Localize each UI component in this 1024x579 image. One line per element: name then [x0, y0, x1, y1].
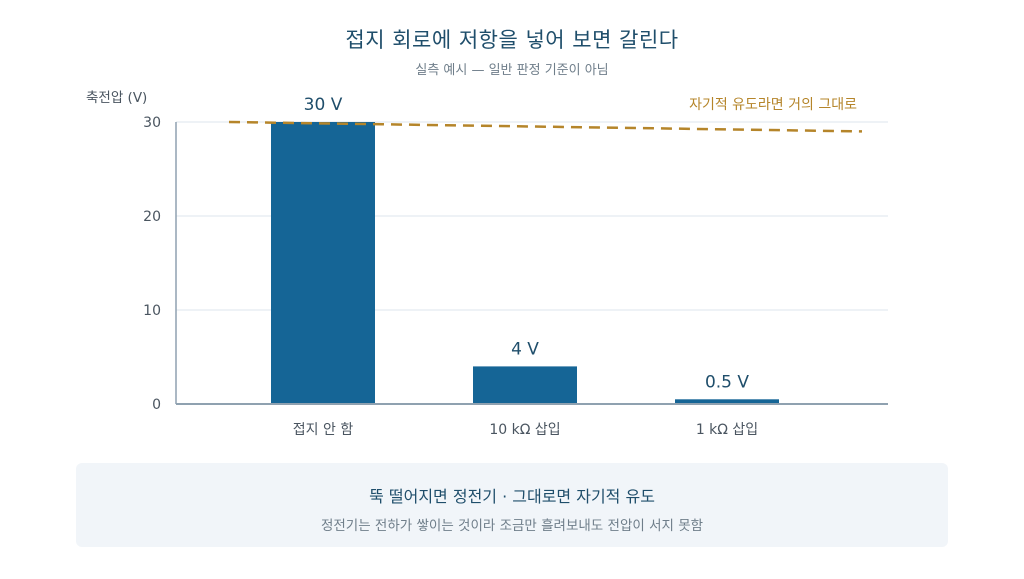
chart-subtitle: 실측 예시 — 일반 판정 기준이 아님	[415, 63, 609, 78]
reference-line-label: 자기적 유도라면 거의 그대로	[689, 97, 857, 113]
y-tick-label: 0	[152, 397, 161, 413]
bar	[271, 122, 375, 404]
callout-body: 정전기는 전하가 쌓이는 것이라 조금만 흘려보내도 전압이 서지 못함	[320, 518, 704, 534]
callout-title: 뚝 떨어지면 정전기 · 그대로면 자기적 유도	[369, 487, 655, 506]
chart-title: 접지 회로에 저항을 넣어 보면 갈린다	[345, 28, 679, 52]
bar-value-label: 30 V	[304, 95, 343, 115]
conclusion-callout: 뚝 떨어지면 정전기 · 그대로면 자기적 유도 정전기는 전하가 쌓이는 것이…	[76, 463, 948, 547]
axes	[175, 122, 888, 405]
x-tick-label: 10 kΩ 삽입	[489, 422, 560, 438]
reference-line	[228, 120, 863, 133]
bar-value-label: 0.5 V	[705, 372, 749, 392]
y-axis-label: 축전압 (V)	[86, 90, 147, 106]
bar	[675, 399, 779, 404]
bars	[271, 122, 779, 404]
labels: 0 10 20 30 축전압 (V) 30 V 접지 안 함 4 V 10 kΩ 삽입 0.5 V…	[86, 90, 758, 438]
bar-value-label: 4 V	[511, 339, 539, 359]
x-tick-label: 1 kΩ 삽입	[696, 422, 758, 438]
reference-line-group: 자기적 유도라면 거의 그대로	[228, 97, 863, 133]
bar	[473, 366, 577, 404]
y-tick-label: 20	[143, 209, 161, 225]
y-tick-label: 10	[143, 303, 161, 319]
y-tick-label: 30	[143, 115, 161, 131]
x-tick-label: 접지 안 함	[293, 422, 354, 438]
bar-chart: 자기적 유도라면 거의 그대로 0 10 20 30 축전압 (V) 30 V 접지 안 함…	[86, 90, 888, 438]
